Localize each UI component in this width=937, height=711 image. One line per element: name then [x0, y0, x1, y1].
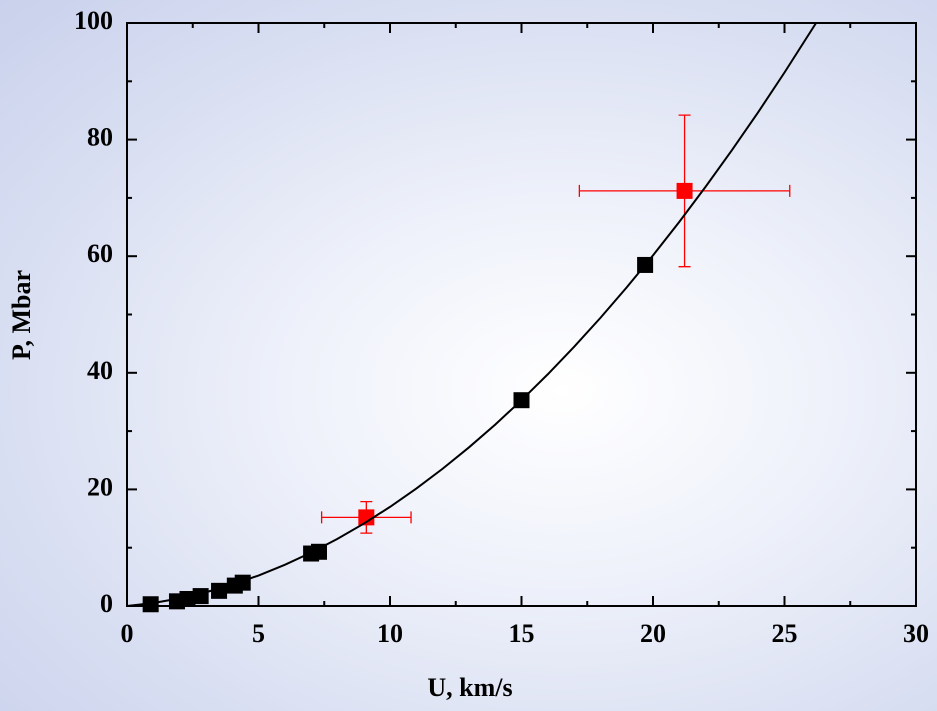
y-tick-label: 40 [87, 356, 113, 385]
point [676, 182, 693, 199]
x-tick-label: 0 [121, 619, 134, 648]
x-tick-label: 10 [377, 619, 403, 648]
x-tick-label: 5 [252, 619, 265, 648]
y-tick-label: 100 [74, 6, 113, 35]
fit-curve [126, 22, 817, 607]
y-tick-label: 0 [100, 589, 113, 618]
point [358, 509, 375, 526]
y-tick-label: 20 [87, 472, 113, 501]
point [192, 588, 209, 605]
y-tick-label: 60 [87, 239, 113, 268]
x-tick-label: 20 [640, 619, 666, 648]
y-tick-label: 80 [87, 123, 113, 152]
point [310, 543, 327, 560]
x-tick-label: 15 [509, 619, 535, 648]
plot-frame [126, 22, 917, 607]
x-tick-label: 25 [772, 619, 798, 648]
x-axis-title: U, km/s [427, 673, 512, 702]
x-tick-label: 30 [903, 619, 929, 648]
y-axis-title: P, Mbar [7, 270, 36, 360]
